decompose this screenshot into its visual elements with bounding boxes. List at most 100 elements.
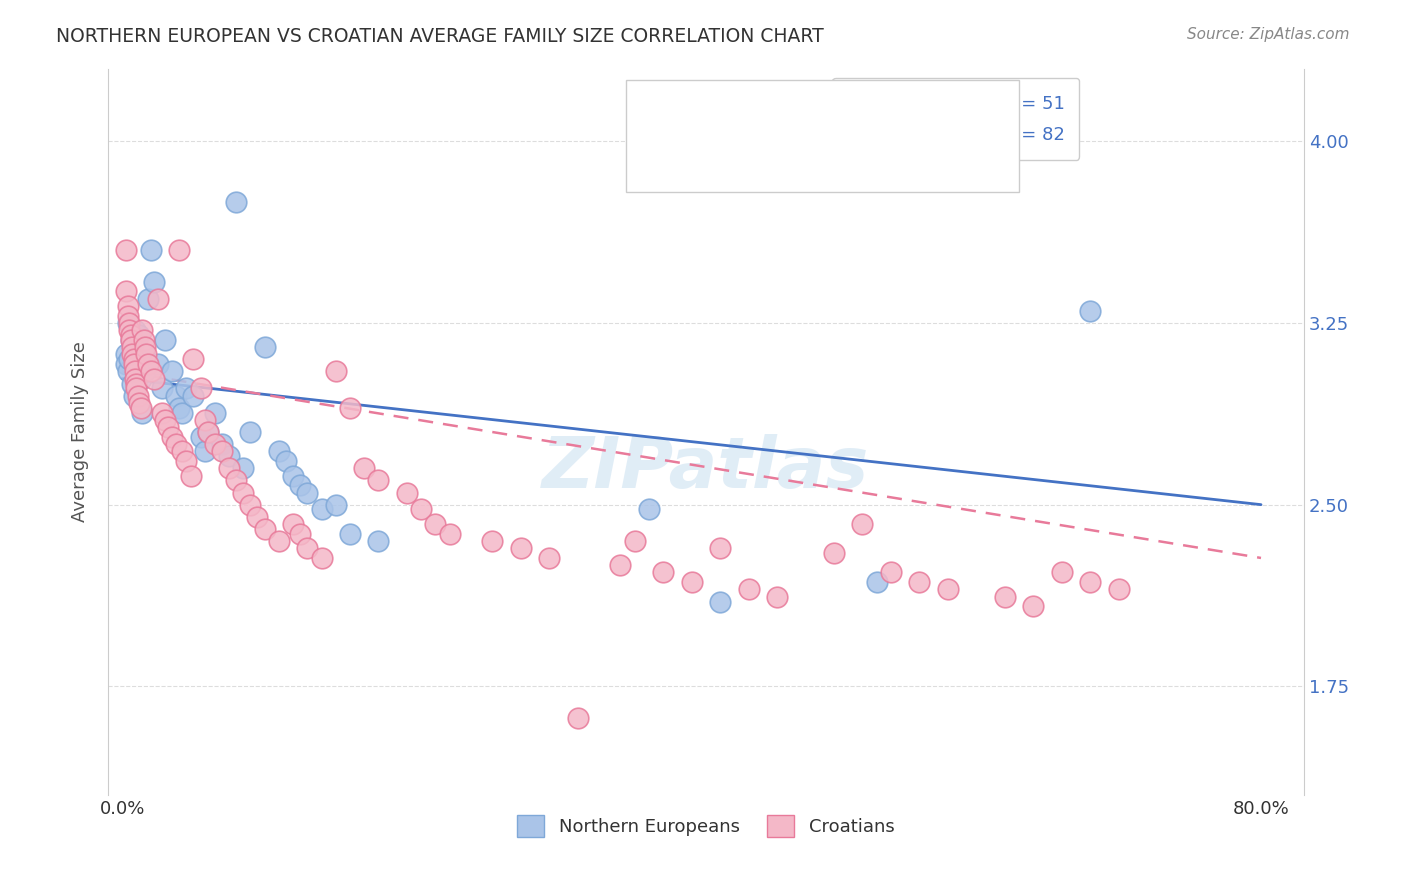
Point: [194, 413, 217, 427]
Point: [709, 594, 731, 608]
Point: [142, 372, 165, 386]
Point: [128, 328, 150, 343]
Point: [1078, 575, 1101, 590]
Point: [325, 498, 347, 512]
Point: [281, 468, 304, 483]
Point: [225, 474, 247, 488]
Point: [183, 389, 205, 403]
Point: [167, 244, 190, 258]
Text: Source: ZipAtlas.com: Source: ZipAtlas.com: [1187, 27, 1350, 42]
Point: [124, 372, 146, 386]
Point: [274, 454, 297, 468]
Point: [204, 437, 226, 451]
Point: [153, 413, 176, 427]
Point: [239, 425, 262, 439]
Point: [509, 541, 531, 556]
Point: [117, 309, 139, 323]
Point: [936, 582, 959, 597]
Point: [174, 381, 197, 395]
Point: [194, 444, 217, 458]
Point: [165, 389, 187, 403]
Point: [121, 340, 143, 354]
Point: [1078, 303, 1101, 318]
Point: [652, 566, 675, 580]
Point: [118, 316, 141, 330]
Point: [211, 437, 233, 451]
Point: [538, 551, 561, 566]
Point: [253, 522, 276, 536]
Point: [225, 194, 247, 209]
Text: NORTHERN EUROPEAN VS CROATIAN AVERAGE FAMILY SIZE CORRELATION CHART: NORTHERN EUROPEAN VS CROATIAN AVERAGE FA…: [56, 27, 824, 45]
Legend: Northern Europeans, Croatians: Northern Europeans, Croatians: [510, 808, 901, 845]
Point: [638, 502, 661, 516]
Point: [115, 244, 138, 258]
Point: [136, 292, 159, 306]
Point: [218, 461, 240, 475]
Point: [160, 364, 183, 378]
Point: [190, 381, 212, 395]
Point: [411, 502, 433, 516]
Point: [218, 449, 240, 463]
Point: [994, 590, 1017, 604]
Point: [129, 372, 152, 386]
Point: [339, 526, 361, 541]
Point: [120, 328, 142, 343]
Point: [135, 347, 157, 361]
Point: [395, 485, 418, 500]
Point: [170, 406, 193, 420]
Point: [146, 357, 169, 371]
Point: [122, 389, 145, 403]
Point: [120, 333, 142, 347]
Point: [160, 430, 183, 444]
Point: [709, 541, 731, 556]
Point: [281, 516, 304, 531]
Point: [204, 406, 226, 420]
Point: [239, 498, 262, 512]
Point: [156, 420, 179, 434]
Point: [823, 546, 845, 560]
Point: [880, 566, 903, 580]
Point: [115, 347, 138, 361]
Point: [142, 275, 165, 289]
Point: [425, 516, 447, 531]
Point: [288, 478, 311, 492]
Point: [128, 396, 150, 410]
Point: [129, 401, 152, 415]
Point: [122, 352, 145, 367]
Point: [115, 285, 138, 299]
Point: [153, 333, 176, 347]
Point: [139, 364, 162, 378]
Point: [170, 444, 193, 458]
Point: [1022, 599, 1045, 614]
Point: [132, 333, 155, 347]
Point: [183, 352, 205, 367]
Point: [766, 590, 789, 604]
Text: ZIPatlas: ZIPatlas: [543, 434, 869, 503]
Point: [211, 444, 233, 458]
Point: [122, 357, 145, 371]
Point: [115, 357, 138, 371]
Point: [908, 575, 931, 590]
Point: [609, 558, 631, 573]
Point: [197, 425, 219, 439]
Point: [339, 401, 361, 415]
Point: [288, 526, 311, 541]
Point: [246, 509, 269, 524]
Point: [481, 533, 503, 548]
Point: [124, 323, 146, 337]
Point: [325, 364, 347, 378]
Point: [131, 406, 153, 420]
Point: [737, 582, 759, 597]
Point: [367, 533, 389, 548]
Point: [190, 430, 212, 444]
Point: [267, 533, 290, 548]
Point: [139, 244, 162, 258]
Point: [121, 347, 143, 361]
Point: [367, 474, 389, 488]
Point: [120, 333, 142, 347]
Point: [297, 541, 319, 556]
Point: [267, 444, 290, 458]
Point: [165, 437, 187, 451]
Point: [117, 364, 139, 378]
Point: [311, 551, 333, 566]
